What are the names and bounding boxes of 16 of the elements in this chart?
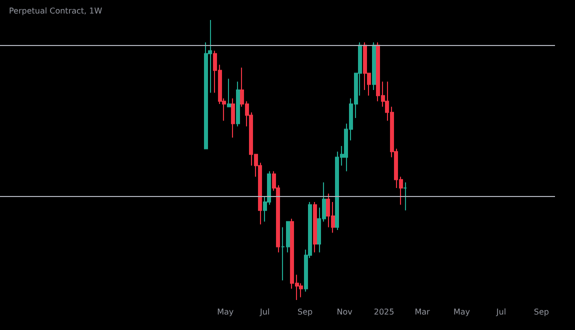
candlestick — [231, 98, 235, 138]
x-tick-label: Mar — [414, 308, 430, 316]
chart-title: Perpetual Contract, 1W — [9, 6, 102, 16]
candlestick — [313, 202, 317, 253]
candlestick — [372, 42, 376, 90]
x-tick-label: Nov — [336, 308, 353, 316]
x-tick-label: Jul — [259, 308, 270, 316]
x-tick-label: 2025 — [374, 308, 394, 316]
x-tick-label: Sep — [534, 308, 549, 316]
x-tick-label: May — [217, 308, 234, 316]
x-tick-label: May — [453, 308, 470, 316]
candlestick — [403, 182, 407, 211]
candlestick — [227, 78, 231, 108]
candlestick — [236, 81, 240, 127]
x-tick-label: Jul — [495, 308, 506, 316]
x-tick-label: Sep — [297, 308, 313, 316]
